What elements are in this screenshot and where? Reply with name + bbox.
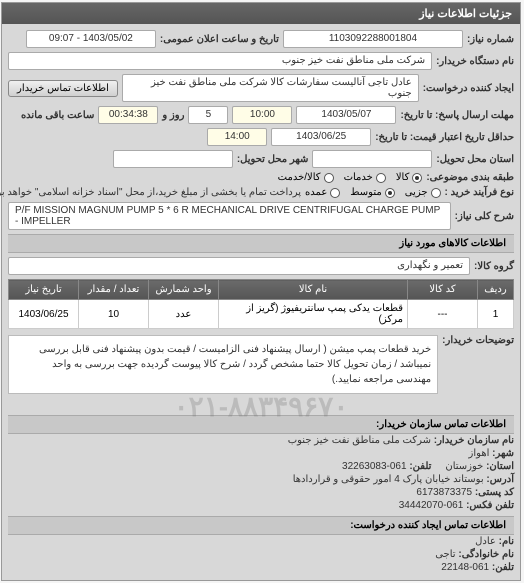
row-notes: توضیحات خریدار: خرید قطعات پمپ میشن ( ار…: [9, 335, 515, 394]
field-deadline-time: 10:00: [233, 106, 293, 124]
radio-kala[interactable]: کالا: [397, 172, 424, 183]
contact-req-family: نام خانوادگی: تاجی: [9, 548, 515, 561]
requester-contact-title: اطلاعات تماس ایجاد کننده درخواست:: [9, 516, 515, 535]
label-niaz-no: شماره نیاز:: [468, 34, 515, 45]
row-deadline: مهلت ارسال پاسخ: تا تاریخ: 1403/05/07 10…: [9, 106, 515, 124]
th-qty: تعداد / مقدار: [80, 280, 150, 300]
field-delivery-city: [114, 150, 234, 168]
row-buyer-name: نام دستگاه خریدار: شرکت ملی مناطق نفت خی…: [9, 52, 515, 70]
field-validity-date: 1403/06/25: [272, 128, 372, 146]
contact-address: آدرس: بوستاند خیابان پارک 4 امور حقوقی و…: [9, 473, 515, 486]
row-desc: شرح کلی نیاز: P/F MISSION MAGNUM PUMP 5 …: [9, 202, 515, 230]
contact-fax: تلفن فکس: 061-34442070: [9, 499, 515, 512]
label-delivery-city: شهر محل تحویل:: [238, 154, 310, 165]
table-row[interactable]: 1 --- قطعات یدکی پمپ سانتریفیوژ (گریز از…: [10, 300, 515, 329]
radio-dot-icon: [386, 188, 396, 198]
panel-title: جزئیات اطلاعات نیاز: [3, 3, 521, 24]
field-validity-time: 14:00: [208, 128, 268, 146]
contact-city: شهر: اهواز: [9, 447, 515, 460]
panel-body: شماره نیاز: 1103092288001804 تاریخ و ساع…: [3, 24, 521, 580]
radio-dot-icon: [377, 173, 387, 183]
row-delivery: استان محل تحویل: شهر محل تحویل:: [9, 150, 515, 168]
notes-box: خرید قطعات پمپ میشن ( ارسال پیشنهاد فنی …: [9, 335, 439, 394]
row-goods-group: گروه کالا: تعمیر و نگهداری: [9, 257, 515, 275]
row-validity: حداقل تاریخ اعتبار قیمت: تا تاریخ: 1403/…: [9, 128, 515, 146]
field-remain-time: 00:34:38: [99, 106, 159, 124]
watermark-phone: ۰۲۱-۸۸۳۴۹۶۷۰: [9, 390, 515, 423]
field-buyer-name: شرکت ملی مناطق نفت خیز جنوب: [9, 52, 433, 70]
label-notes: توضیحات خریدار:: [443, 335, 515, 346]
cell-unit: عدد: [150, 300, 220, 329]
field-deadline-date: 1403/05/07: [297, 106, 397, 124]
row-purchase-type: نوع فرآیند خرید : جزیی متوسط عمده پرداخت…: [9, 187, 515, 198]
label-purchase-type: نوع فرآیند خرید :: [446, 187, 515, 198]
field-announce-dt: 1403/05/02 - 09:07: [27, 30, 157, 48]
label-desc: شرح کلی نیاز:: [456, 211, 515, 222]
th-row: ردیف: [479, 280, 515, 300]
radio-dot-icon: [413, 173, 423, 183]
label-announce-dt: تاریخ و ساعت اعلان عمومی:: [161, 34, 280, 45]
label-remain: ساعت باقی مانده: [22, 110, 95, 121]
contact-req-tel: تلفن: 061-22148: [9, 561, 515, 574]
row-requester: ایجاد کننده درخواست: عادل تاجی آنالیست س…: [9, 74, 515, 102]
label-remain-unit: روز و: [163, 110, 185, 121]
th-code: کد کالا: [409, 280, 479, 300]
field-desc: P/F MISSION MAGNUM PUMP 5 * 6 R MECHANIC…: [9, 202, 452, 230]
label-delivery: استان محل تحویل:: [437, 154, 515, 165]
label-deadline: مهلت ارسال پاسخ: تا تاریخ:: [401, 110, 515, 121]
th-date: تاریخ نیاز: [10, 280, 80, 300]
contact-req-name: نام: عادل: [9, 535, 515, 548]
goods-table: ردیف کد کالا نام کالا واحد شمارش تعداد /…: [9, 279, 515, 329]
radio-jozi[interactable]: جزیی: [406, 187, 442, 198]
purchase-note: پرداخت تمام یا بخشی از مبلغ خرید،از محل …: [0, 187, 302, 198]
th-unit: واحد شمارش: [150, 280, 220, 300]
contact-province-tel: استان: خوزستان تلفن: 061-32263083: [9, 460, 515, 473]
label-packing: طبقه بندی موضوعی:: [427, 172, 515, 183]
label-goods-group: گروه کالا:: [475, 261, 515, 272]
field-delivery: [313, 150, 433, 168]
cell-qty: 10: [80, 300, 150, 329]
buyer-contact-button[interactable]: اطلاعات تماس خریدار: [9, 80, 119, 97]
radio-dot-icon: [325, 173, 335, 183]
field-requester: عادل تاجی آنالیست سفارشات کالا شرکت ملی …: [123, 74, 420, 102]
radio-dot-icon: [432, 188, 442, 198]
packing-radio-group: کالا خدمات کالا/خدمت: [279, 172, 424, 183]
cell-code: ---: [409, 300, 479, 329]
row-niaz-no: شماره نیاز: 1103092288001804 تاریخ و ساع…: [9, 30, 515, 48]
table-head: ردیف کد کالا نام کالا واحد شمارش تعداد /…: [10, 280, 515, 300]
radio-dot-icon: [331, 188, 341, 198]
radio-motavaset[interactable]: متوسط: [351, 187, 395, 198]
row-packing: طبقه بندی موضوعی: کالا خدمات کالا/خدمت: [9, 172, 515, 183]
details-panel: جزئیات اطلاعات نیاز شماره نیاز: 11030922…: [2, 2, 522, 581]
label-validity: حداقل تاریخ اعتبار قیمت: تا تاریخ:: [376, 132, 515, 143]
cell-name: قطعات یدکی پمپ سانتریفیوژ (گریز از مرکز): [220, 300, 409, 329]
radio-khadamat[interactable]: خدمات: [345, 172, 387, 183]
cell-row: 1: [479, 300, 515, 329]
contact-postal: کد پستی: 6173873375: [9, 486, 515, 499]
cell-date: 1403/06/25: [10, 300, 80, 329]
field-deadline-days: 5: [189, 106, 229, 124]
radio-omde[interactable]: عمده: [306, 187, 341, 198]
radio-kala-khadamat[interactable]: کالا/خدمت: [279, 172, 335, 183]
label-buyer-name: نام دستگاه خریدار:: [437, 56, 515, 67]
purchase-radio-group: جزیی متوسط عمده: [306, 187, 442, 198]
goods-info-title: اطلاعات کالاهای مورد نیاز: [9, 234, 515, 253]
field-goods-group: تعمیر و نگهداری: [9, 257, 471, 275]
label-requester: ایجاد کننده درخواست:: [424, 83, 515, 94]
contact-org-name: نام سازمان خریدار: شرکت ملی مناطق نفت خی…: [9, 434, 515, 447]
field-niaz-no: 1103092288001804: [284, 30, 464, 48]
th-name: نام کالا: [220, 280, 409, 300]
